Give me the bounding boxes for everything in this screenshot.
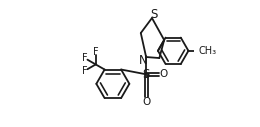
Text: O: O — [142, 97, 150, 107]
Text: F: F — [93, 47, 99, 57]
Text: N: N — [139, 54, 148, 67]
Text: F: F — [82, 53, 88, 63]
Text: CH₃: CH₃ — [198, 46, 217, 56]
Text: S: S — [142, 68, 150, 81]
Text: S: S — [151, 8, 158, 21]
Text: F: F — [82, 66, 88, 76]
Text: O: O — [160, 69, 168, 79]
